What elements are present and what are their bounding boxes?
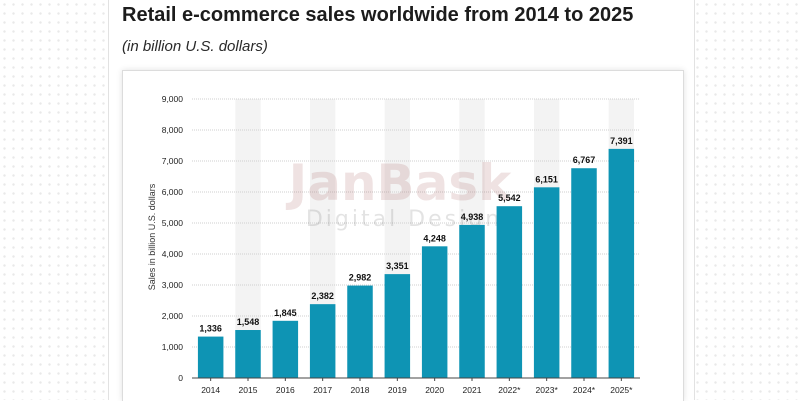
- value-label: 7,391: [610, 136, 633, 146]
- x-tick-label: 2019: [388, 385, 407, 395]
- axes: [192, 377, 640, 381]
- value-label: 1,336: [199, 324, 222, 334]
- value-label: 4,248: [423, 233, 446, 243]
- bar: [309, 304, 336, 378]
- bar: [384, 274, 411, 378]
- value-label: 5,542: [498, 193, 521, 203]
- y-tick-label: 9,000: [162, 94, 184, 104]
- x-tick-label: 2016: [276, 385, 295, 395]
- x-tick-label: 2017: [313, 385, 332, 395]
- x-tick-label: 2022*: [498, 385, 521, 395]
- labels: 0 1,000 2,000 3,000 4,000 5,000 6,000 7,000 8,00…: [162, 94, 633, 395]
- bar: [347, 285, 373, 378]
- bar: [608, 148, 635, 378]
- y-tick-label: 1,000: [162, 342, 184, 352]
- y-axis-label: Sales in billion U.S. dollars: [147, 183, 157, 290]
- x-tick-label: 2014: [201, 385, 220, 395]
- bar: [533, 187, 560, 378]
- value-label: 3,351: [386, 261, 409, 271]
- value-label: 4,938: [461, 212, 484, 222]
- chart-subtitle: (in billion U.S. dollars): [122, 38, 268, 55]
- bar: [459, 224, 485, 378]
- x-tick-label: 2020: [425, 385, 444, 395]
- y-tick-label: 3,000: [162, 280, 184, 290]
- value-label: 6,767: [573, 155, 596, 165]
- bar: [496, 206, 523, 378]
- y-tick-label: 7,000: [162, 156, 184, 166]
- bar: [571, 168, 597, 378]
- y-tick-label: 2,000: [162, 311, 184, 321]
- y-tick-label: 6,000: [162, 187, 184, 197]
- value-label: 1,845: [274, 308, 297, 318]
- bar: [197, 336, 224, 378]
- value-label: 2,382: [311, 291, 334, 301]
- y-tick-label: 4,000: [162, 249, 184, 259]
- y-tick-label: 0: [178, 373, 183, 383]
- x-tick-label: 2015: [239, 385, 258, 395]
- bar: [421, 246, 448, 378]
- x-tick-label: 2021: [463, 385, 482, 395]
- value-label: 6,151: [535, 174, 558, 184]
- bars: [197, 148, 635, 378]
- watermark-brand: JanBask: [286, 154, 514, 212]
- y-tick-label: 5,000: [162, 218, 184, 228]
- bar: [272, 320, 299, 378]
- x-tick-label: 2018: [351, 385, 370, 395]
- watermark: JanBask Digital Design: [286, 154, 514, 232]
- bar: [235, 330, 261, 378]
- x-tick-label: 2024*: [573, 385, 596, 395]
- x-tick-label: 2023*: [536, 385, 559, 395]
- chart-title: Retail e-commerce sales worldwide from 2…: [122, 4, 634, 26]
- x-tick-label: 2025*: [610, 385, 633, 395]
- value-label: 2,982: [349, 273, 372, 283]
- y-tick-label: 8,000: [162, 125, 184, 135]
- value-label: 1,548: [237, 317, 260, 327]
